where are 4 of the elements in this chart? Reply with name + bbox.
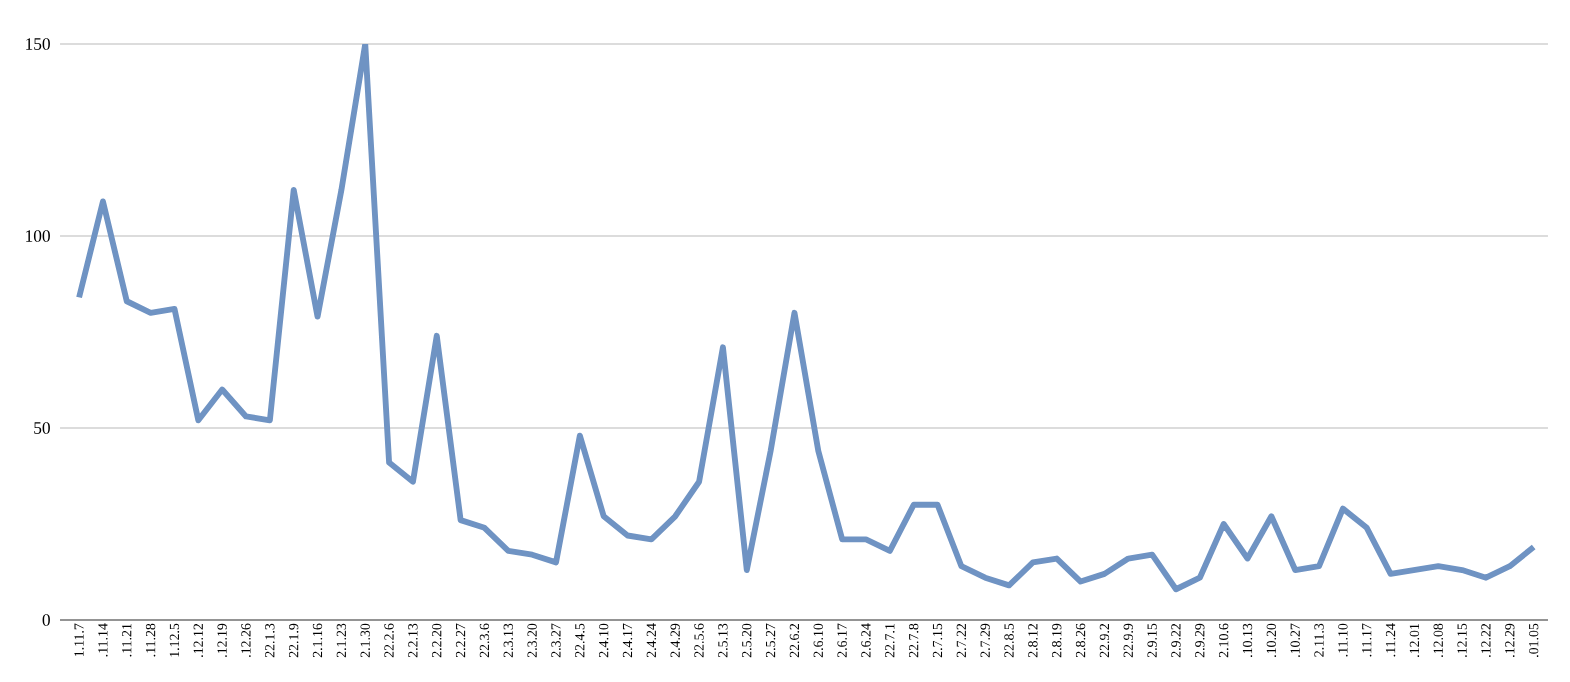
y-tick-label: 50	[34, 422, 50, 434]
y-tick-label: 150	[26, 38, 50, 50]
y-tick-label: 0	[42, 614, 50, 626]
y-tick-label: 100	[26, 230, 50, 242]
